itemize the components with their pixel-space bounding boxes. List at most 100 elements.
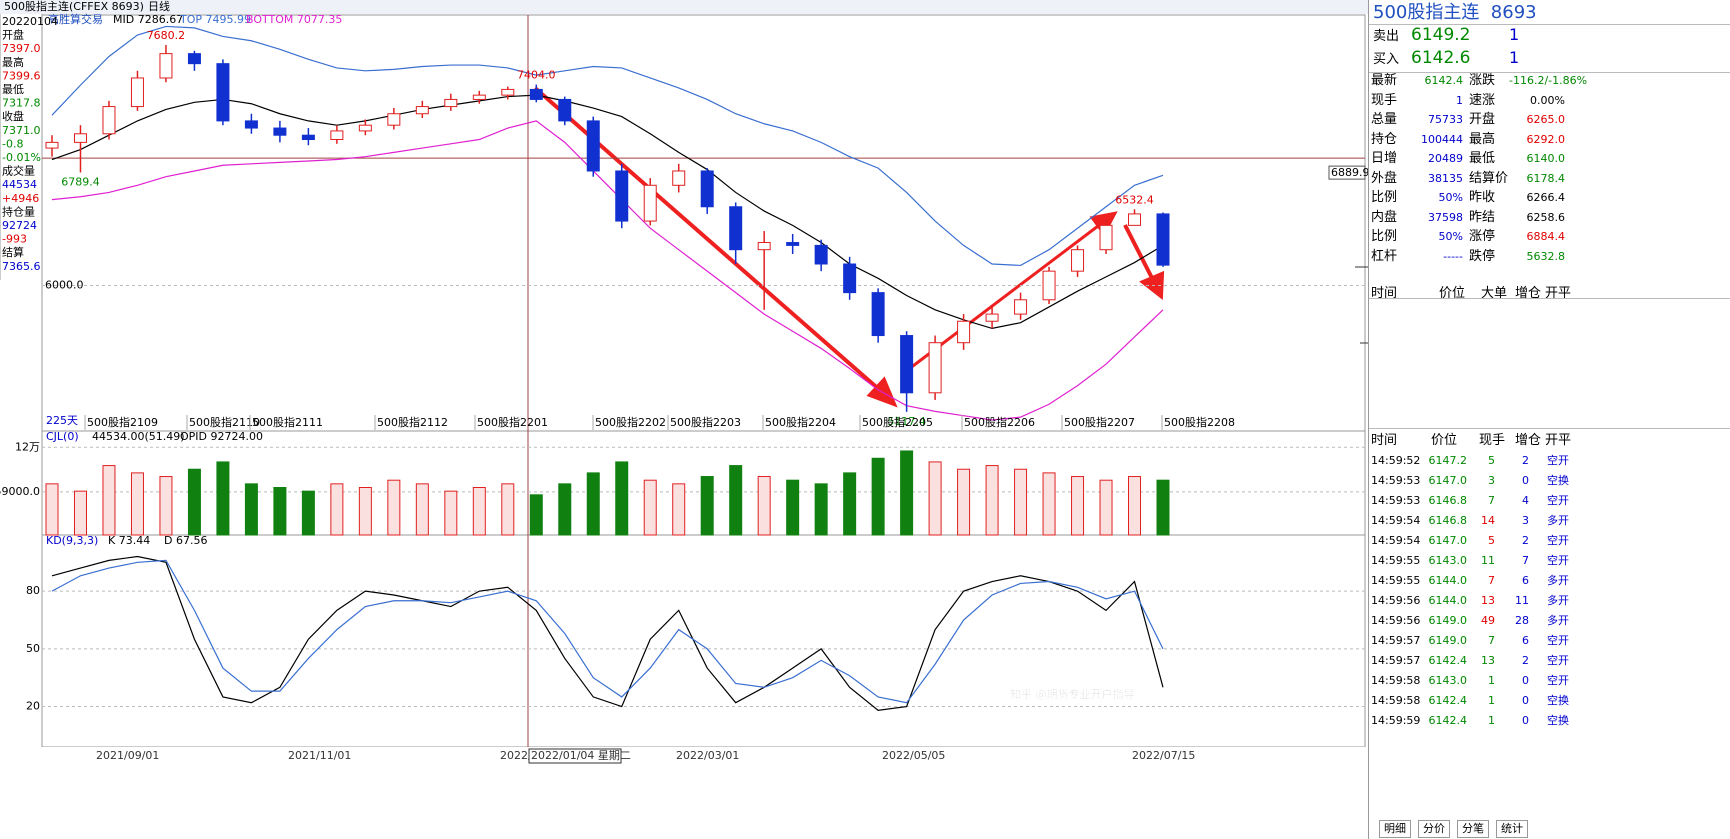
tick-cell: 14:59:54 (1371, 534, 1421, 547)
kd-line (51, 559, 1164, 704)
quote-value: 50% (1438, 230, 1463, 243)
tick-cell: 14:59:55 (1371, 574, 1421, 587)
volume-bar (501, 483, 515, 536)
tick-cell: 14 (1481, 514, 1495, 527)
book-price: 6149.2 (1411, 25, 1471, 45)
volume-bar (615, 461, 629, 536)
candle-body (330, 130, 344, 140)
candle-body (358, 124, 372, 132)
tick-cell: 6 (1522, 574, 1529, 587)
tick-cell: 0 (1522, 714, 1529, 727)
tick-cell: 空开 (1547, 554, 1569, 567)
quote-value: 5632.8 (1526, 249, 1566, 263)
tick-cell: 0 (1522, 474, 1529, 487)
quote-value: 6178.4 (1526, 171, 1566, 185)
candle-body (729, 206, 743, 251)
tab[interactable]: 统计 (1496, 820, 1528, 838)
volume-bar (843, 472, 857, 536)
quote-label: 开盘 (1469, 112, 1496, 127)
candle-body (387, 113, 401, 126)
tick-cell: 4 (1522, 494, 1529, 507)
candle-body (1042, 270, 1056, 301)
contract-label: 500股指2111 (252, 415, 323, 429)
volume-bar (1042, 472, 1056, 536)
tick-cell: 14:59:59 (1371, 714, 1421, 727)
candle-body (102, 106, 116, 135)
tick-cell: 14:59:58 (1371, 694, 1421, 707)
quote-value: ----- (1443, 249, 1463, 263)
volume-bar (301, 490, 315, 536)
quote-value: 0.00% (1530, 93, 1565, 107)
quote-title: 500股指主连 8693 (1373, 2, 1537, 23)
tick-cell: 6142.4 (1428, 694, 1468, 707)
arrowhead (1089, 211, 1118, 237)
tick-cell: 1 (1488, 674, 1495, 687)
quote-value: 75733 (1428, 113, 1463, 126)
candle-body (1128, 213, 1142, 226)
tick-cell: 14:59:55 (1371, 554, 1421, 567)
tick-cell: 6 (1522, 634, 1529, 647)
tab[interactable]: 明细 (1379, 820, 1411, 838)
quote-label: 跌停 (1469, 248, 1496, 264)
candle-body (216, 63, 230, 122)
info-label: 最高 (2, 55, 24, 69)
volume-bar (102, 465, 116, 536)
quote-label: 最新 (1371, 73, 1398, 88)
candle-body (1071, 249, 1085, 272)
candle-body (786, 242, 800, 246)
price-annotation: 7404.0 (517, 69, 556, 82)
volume-bar (1128, 476, 1142, 536)
tick-cell: 6146.8 (1428, 494, 1468, 507)
y-tick-label: 12万 (15, 440, 40, 453)
info-value: -993 (2, 233, 27, 246)
tick-cell: 2 (1522, 454, 1529, 467)
tab[interactable]: 分笔 (1457, 820, 1489, 838)
column-header: 价位 (1439, 286, 1466, 301)
band-line (51, 94, 1164, 330)
candle-body (501, 88, 515, 96)
tick-cell: 14:59:52 (1371, 454, 1421, 467)
price-annotation: 6789.4 (61, 175, 100, 188)
volume-bar (729, 465, 743, 536)
quote-label: 比例 (1371, 190, 1398, 205)
band-line (51, 25, 1164, 267)
tick-cell: 空开 (1547, 674, 1569, 687)
tick-cell: 0 (1522, 674, 1529, 687)
price-annotation: 6532.4 (1115, 193, 1154, 206)
chart-area: 500股指主连(CFFEX 8693) 日线 高胜算交易 225天 KD(9,3… (0, 0, 1368, 839)
tick-cell: 7 (1488, 634, 1495, 647)
contract-label: 500股指2207 (1064, 415, 1135, 429)
legend-entry: K 73.44 (108, 534, 150, 547)
tick-cell: 14:59:57 (1371, 654, 1421, 667)
candle-body (757, 242, 771, 251)
candle-body (130, 77, 144, 108)
column-header: 大单 (1481, 286, 1508, 301)
info-label: 开盘 (2, 28, 24, 42)
level-box (1328, 165, 1366, 180)
candle-body (672, 170, 686, 186)
period: 日线 (148, 0, 170, 13)
candle-body (444, 98, 458, 108)
contract-label: 500股指2112 (377, 415, 448, 429)
separator (1369, 298, 1730, 299)
tick-cell: 空开 (1547, 654, 1569, 667)
candle-body (273, 127, 287, 136)
tick-cell: 11 (1481, 554, 1495, 567)
volume-bar (757, 476, 771, 536)
tab[interactable]: 分价 (1418, 820, 1450, 838)
tick-cell: 1 (1488, 694, 1495, 707)
x-tick-label: 2021/11/01 (288, 749, 351, 762)
candle-body (159, 53, 173, 79)
candle-body (957, 320, 971, 344)
info-value: 44534 (2, 178, 37, 191)
quote-value: -116.2/-1.86% (1509, 74, 1588, 87)
tick-cell: 28 (1515, 614, 1529, 627)
tick-cell: 14:59:57 (1371, 634, 1421, 647)
tick-cell: 多开 (1547, 614, 1569, 627)
x-tick-label: 2022/03/01 (676, 749, 739, 762)
tick-cell: 多开 (1547, 574, 1569, 587)
quote-value: 6258.6 (1526, 210, 1566, 224)
tick-cell: 多开 (1547, 594, 1569, 607)
x-tick-label: 2022/07/15 (1132, 749, 1195, 762)
contract-label: 500股指2110 (189, 415, 260, 429)
